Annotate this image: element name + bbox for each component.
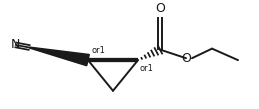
Text: or1: or1: [140, 64, 154, 73]
Text: or1: or1: [91, 46, 105, 55]
Text: N: N: [10, 38, 20, 51]
Text: O: O: [181, 52, 191, 65]
Text: O: O: [155, 2, 165, 15]
Polygon shape: [30, 47, 89, 66]
